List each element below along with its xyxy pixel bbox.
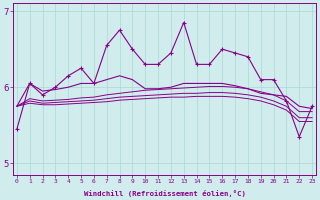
X-axis label: Windchill (Refroidissement éolien,°C): Windchill (Refroidissement éolien,°C) — [84, 190, 245, 197]
